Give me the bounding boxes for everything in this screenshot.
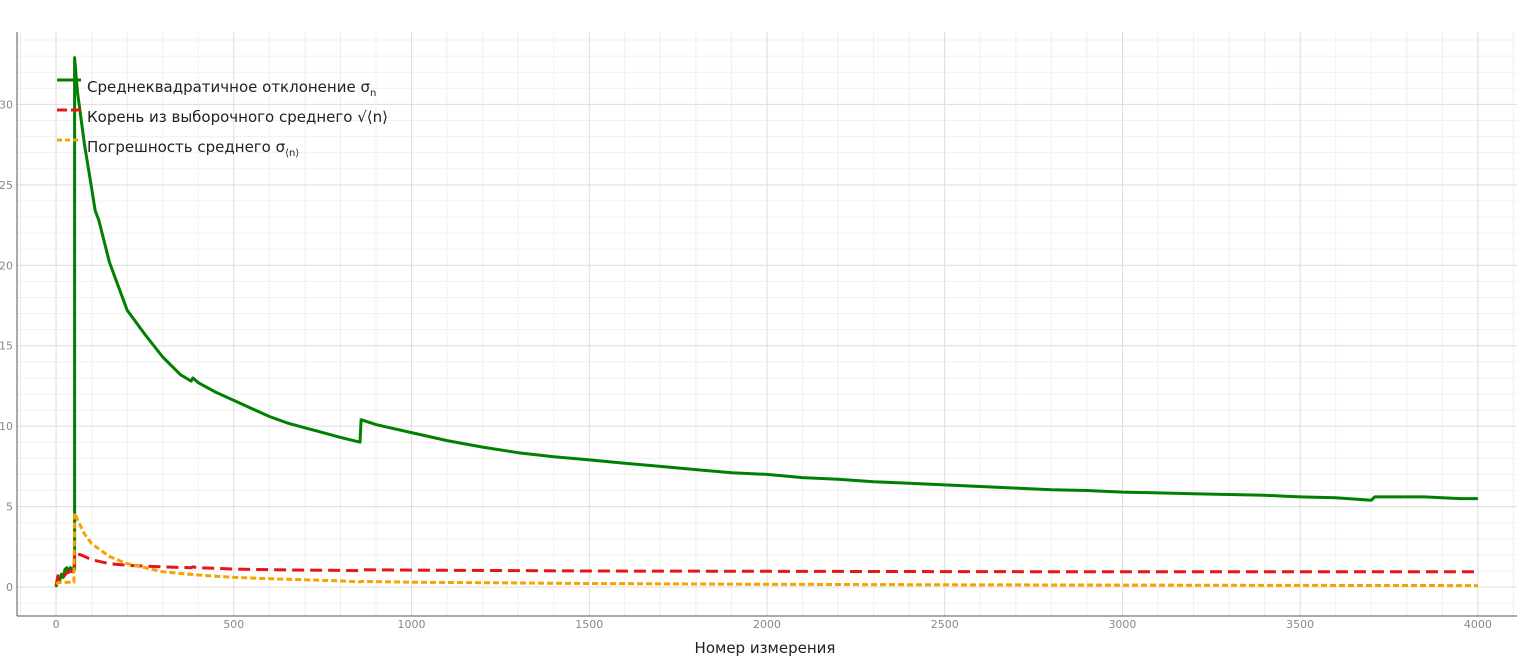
- legend-label: Погрешность среднего σ⟨n⟩: [87, 138, 299, 159]
- y-tick-labels: 0 5 10 15 20 25 30: [0, 98, 13, 594]
- legend-label: Среднеквадратичное отклонение σn: [87, 78, 376, 99]
- legend: Среднеквадратичное отклонение σn Корень и…: [57, 78, 388, 159]
- x-tick-label: 0: [53, 618, 60, 631]
- x-tick-label: 500: [223, 618, 244, 631]
- series-line-1: [54, 56, 1478, 588]
- y-tick-label: 5: [6, 501, 13, 514]
- y-tick-label: 10: [0, 420, 13, 433]
- legend-item-2: Корень из выборочного среднего √⟨n⟩: [57, 108, 388, 126]
- series-line-2: [54, 551, 1478, 586]
- x-tick-labels: 0 500 1000 1500 2000 2500 3000 3500 4000: [53, 618, 1492, 631]
- x-tick-label: 2500: [931, 618, 959, 631]
- x-tick-label: 1500: [575, 618, 603, 631]
- major-gridlines: [17, 32, 1517, 616]
- x-tick-label: 4000: [1464, 618, 1492, 631]
- y-tick-label: 25: [0, 179, 13, 192]
- series-line-3: [55, 511, 1478, 588]
- y-tick-label: 15: [0, 340, 13, 353]
- x-tick-label: 3000: [1108, 618, 1136, 631]
- x-tick-label: 3500: [1286, 618, 1314, 631]
- legend-label-subscript: ⟨n⟩: [285, 148, 299, 159]
- legend-item-1: Среднеквадратичное отклонение σn: [57, 78, 376, 99]
- y-tick-label: 20: [0, 259, 13, 272]
- x-tick-label: 2000: [753, 618, 781, 631]
- legend-label-subscript: n: [370, 88, 376, 99]
- y-tick-label: 0: [6, 581, 13, 594]
- x-axis-title: Номер измерения: [695, 639, 836, 657]
- y-tick-label: 30: [0, 98, 13, 111]
- series-layer: [54, 56, 1478, 588]
- axes: [16, 32, 1517, 617]
- x-tick-label: 1000: [398, 618, 426, 631]
- legend-label: Корень из выборочного среднего √⟨n⟩: [87, 108, 388, 126]
- legend-item-3: Погрешность среднего σ⟨n⟩: [57, 138, 299, 159]
